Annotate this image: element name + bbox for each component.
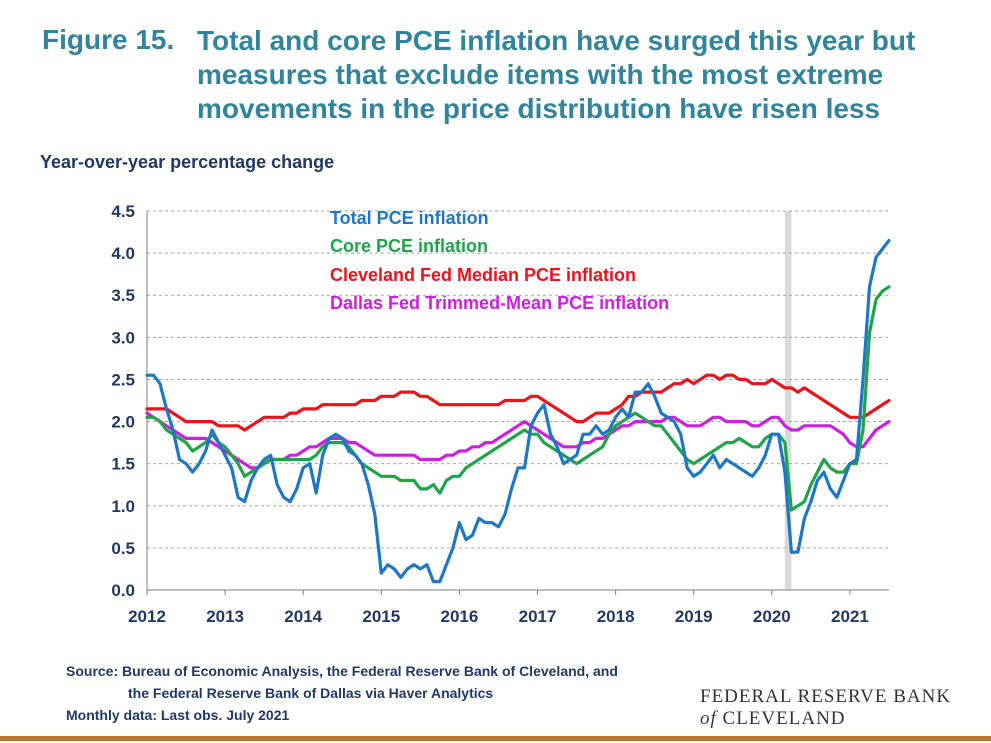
- series-line-1: [145, 238, 891, 584]
- data-note: Monthly data: Last obs. July 2021: [66, 707, 290, 723]
- figure-title: Total and core PCE inflation have surged…: [197, 24, 957, 126]
- x-tick-label: 2014: [284, 607, 322, 626]
- y-tick-label: 1.0: [111, 497, 135, 516]
- legend-label: Cleveland Fed Median PCE inflation: [330, 265, 636, 285]
- y-tick-labels: 0.0 0.5 1.0 1.5 2.0 2.5 3.0 3.5 4.0 4.5: [111, 202, 135, 600]
- source-note: Source: Bureau of Economic Analysis, the…: [66, 660, 618, 726]
- y-tick-label: 3.5: [111, 286, 135, 305]
- source-line: Source: Bureau of Economic Analysis, the…: [66, 663, 618, 679]
- logo-of: of: [700, 708, 717, 729]
- source-line: the Federal Reserve Bank of Dallas via H…: [128, 685, 494, 701]
- figure-title-line: Total and core PCE inflation have surged…: [197, 25, 916, 56]
- fed-cleveland-logo: FEDERAL RESERVE BANK of CLEVELAND: [700, 686, 951, 730]
- x-tick-label: 2012: [128, 607, 166, 626]
- x-tick-label: 2017: [519, 607, 557, 626]
- y-tick-label: 0.0: [111, 581, 135, 600]
- series-line-3: [145, 373, 891, 432]
- x-tick-label: 2019: [675, 607, 713, 626]
- recession-shading-group: [784, 211, 792, 590]
- series-lines: [145, 238, 891, 584]
- y-tick-label: 3.0: [111, 328, 135, 347]
- figure-title-line: movements in the price distribution have…: [197, 93, 881, 124]
- y-tick-label: 1.5: [111, 455, 135, 474]
- y-tick-label: 0.5: [111, 539, 135, 558]
- x-tick-labels: 2012 2013 2014 2015 2016 2017 2018 2019 2020 2021: [128, 590, 869, 626]
- footer-rule: [0, 736, 991, 741]
- x-tick-label: 2015: [362, 607, 400, 626]
- gridlines: [147, 210, 889, 549]
- y-tick-label: 2.0: [111, 413, 135, 432]
- x-tick-label: 2013: [206, 607, 244, 626]
- figure-title-line: measures that exclude items with the mos…: [197, 59, 884, 90]
- x-tick-label: 2021: [831, 607, 869, 626]
- y-tick-label: 4.5: [111, 202, 135, 221]
- y-tick-label: 2.5: [111, 370, 135, 389]
- legend: Total PCE inflation Core PCE inflation Cle…: [330, 208, 669, 313]
- logo-line-2: of CLEVELAND: [700, 708, 951, 730]
- y-axis-title: Year-over-year percentage change: [40, 152, 335, 172]
- y-tick-label: 4.0: [111, 244, 135, 263]
- x-tick-label: 2020: [753, 607, 791, 626]
- axes: [146, 211, 889, 591]
- series-line-2: [145, 285, 891, 512]
- figure-number: Figure 15.: [42, 24, 175, 55]
- logo-line-1: FEDERAL RESERVE BANK: [700, 686, 952, 707]
- recession-shading: [784, 211, 792, 590]
- legend-label: Core PCE inflation: [330, 236, 488, 256]
- logo-cleveland: CLEVELAND: [722, 708, 846, 729]
- legend-label: Dallas Fed Trimmed-Mean PCE inflation: [330, 293, 669, 313]
- x-tick-label: 2018: [597, 607, 635, 626]
- x-tick-label: 2016: [441, 607, 479, 626]
- legend-label: Total PCE inflation: [330, 208, 489, 228]
